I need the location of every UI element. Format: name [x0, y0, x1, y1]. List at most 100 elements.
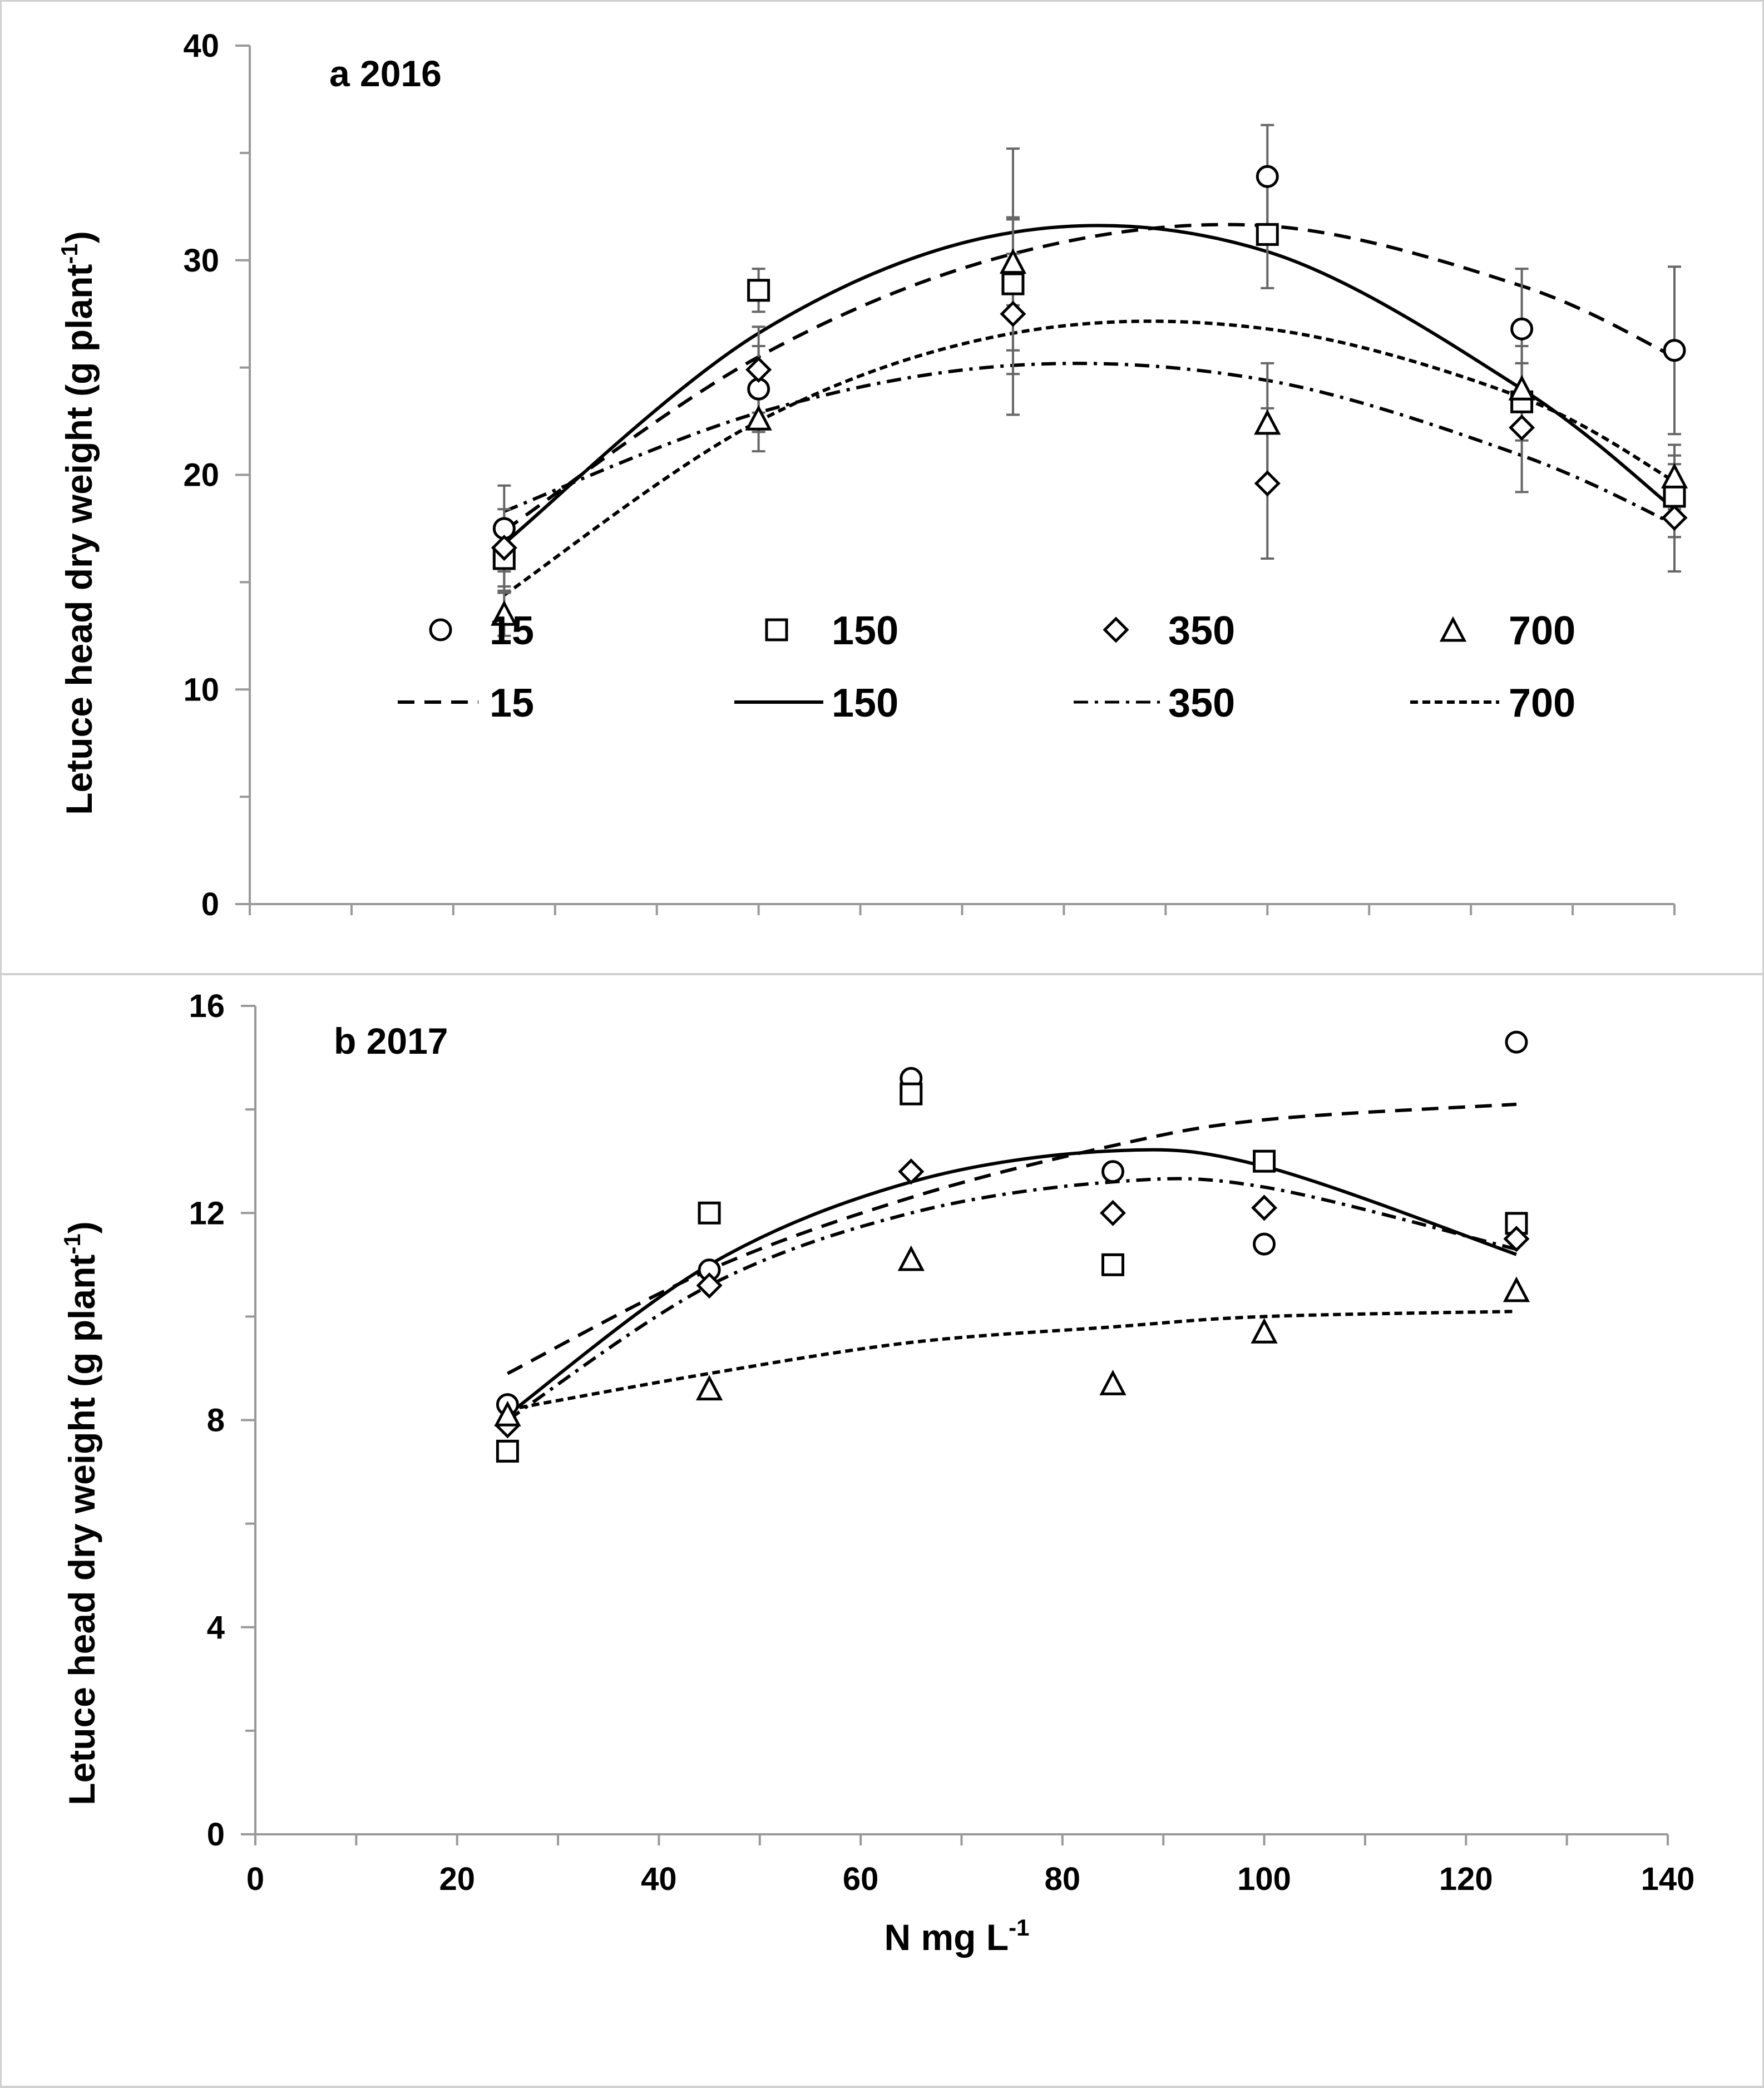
panel-a-y-axis-title-sup: -1: [56, 243, 82, 264]
panel-b-x-axis-title: N mg L-1: [884, 1914, 1029, 1958]
panel-b-y-tick-label: 8: [207, 1403, 225, 1439]
legend-marker-label-700: 700: [1509, 609, 1575, 653]
panel-a-axes: 0 10 20 30 40: [183, 28, 1676, 922]
panel-b-point-15: [1101, 1160, 1125, 1183]
panel-b-point-350: [696, 1272, 723, 1299]
panel-a-fit-line-350: [503, 362, 1676, 526]
legend-line-label-350: 350: [1168, 681, 1235, 725]
panel-b-y-axis-title-main: Letuce head dry weight (g plant: [61, 1255, 102, 1805]
panel-a-frame: [0, 0, 1764, 975]
panel-b-frame: [0, 973, 1764, 2088]
panel-a-point-150: [747, 279, 770, 302]
panel-b-x-axis-title-main: N mg L: [884, 1917, 1009, 1958]
panel-b-title: b 2017: [334, 1020, 448, 1062]
panel-b-x-tick-label: 20: [439, 1861, 475, 1897]
panel-a-point-350: [1509, 414, 1535, 441]
legend-line-label-15: 15: [490, 681, 534, 725]
legend-line-350: 350: [1074, 681, 1235, 725]
panel-a-point-350: [1000, 300, 1026, 327]
legend-marker-700: 700: [1439, 609, 1575, 653]
legend-marker-label-150: 150: [832, 609, 898, 653]
panel-a-point-15: [1663, 339, 1686, 362]
legend-diamond-marker: [1103, 616, 1129, 643]
legend-marker-150: 150: [765, 609, 898, 653]
panel-a-point-350: [1254, 470, 1281, 497]
panel-a-point-350: [745, 356, 772, 383]
legend-line-label-150: 150: [832, 681, 898, 725]
panel-a-plot-area: [491, 124, 1688, 637]
legend-line-150: 150: [734, 681, 898, 725]
panel-b-fit-line-150: [506, 1148, 1517, 1416]
legend-marker-label-15: 15: [490, 609, 534, 653]
panel-a-point-350: [1661, 505, 1688, 531]
panel-a-y-tick-label: 30: [183, 243, 219, 279]
panel-b-point-350: [1100, 1200, 1126, 1226]
panel-b-point-150: [1253, 1149, 1276, 1173]
panel-b-y-tick-label: 0: [207, 1816, 225, 1853]
panel-b-y-tick-label: 4: [207, 1610, 225, 1646]
panel-a-point-15: [1510, 317, 1534, 340]
panel-b-x-tick-label: 40: [641, 1861, 677, 1897]
panel-b-x-tick-label: 100: [1237, 1861, 1291, 1897]
panel-a-point-700: [491, 600, 518, 626]
panel-a-point-700: [1661, 462, 1688, 488]
panel-b-point-350: [1503, 1226, 1530, 1252]
panel-a-y-tick-label: 40: [183, 28, 219, 64]
panel-b-point-700: [695, 1375, 723, 1401]
legend-marker-label-350: 350: [1168, 609, 1235, 653]
panel-b-fit-line-700: [507, 1310, 1517, 1411]
panel-b-point-150: [698, 1201, 721, 1225]
legend-square-marker: [765, 618, 788, 641]
legend-line-label-700: 700: [1509, 681, 1575, 725]
panel-b-x-tick-label: 140: [1641, 1861, 1695, 1897]
panel-a-point-350: [491, 535, 517, 561]
panel-b-point-150: [1101, 1253, 1125, 1276]
panel-b-y-axis-title-end: ): [61, 1221, 102, 1233]
legend-marker-350: 350: [1103, 609, 1235, 653]
legend-line-15: 15: [398, 681, 534, 725]
panel-a-y-axis-title-end: ): [58, 231, 100, 243]
panel-b-point-15: [1253, 1232, 1276, 1256]
legend-triangle-marker: [1439, 616, 1467, 642]
panel-b-point-350: [1251, 1194, 1278, 1221]
panel-b-point-700: [1099, 1369, 1126, 1395]
panel-b-x-tick-label: 120: [1439, 1861, 1493, 1897]
panel-a-title: a 2016: [329, 53, 442, 94]
panel-a-y-axis-title: Letuce head dry weight (g plant-1): [56, 231, 100, 815]
panel-b-fit-line-350: [506, 1177, 1517, 1421]
panel-a-point-150: [1663, 485, 1686, 508]
panel-b-y-tick-label: 16: [189, 988, 225, 1024]
legend-line-700: 700: [1410, 681, 1575, 725]
panel-a-point-700: [745, 404, 772, 431]
panel-b-x-tick-label: 60: [843, 1861, 879, 1897]
panel-b-point-150: [900, 1082, 923, 1105]
panel-a-point-700: [1508, 374, 1535, 401]
panel-b-point-700: [1503, 1276, 1530, 1302]
panel-b-x-tick-label: 80: [1045, 1861, 1081, 1897]
panel-a-y-axis-title-main: Letuce head dry weight (g plant: [58, 264, 100, 815]
panel-a-y-tick-label: 10: [183, 672, 219, 708]
panel-a-point-150: [1001, 272, 1025, 295]
panel-b-point-700: [1251, 1317, 1278, 1344]
panel-a-y-tick-label: 20: [183, 457, 219, 493]
panel-b-fit-line-15: [507, 1102, 1517, 1375]
panel-a-fit-line-700: [503, 319, 1676, 596]
panel-b-x-tick-label: 0: [246, 1861, 264, 1897]
panel-b-y-axis-title: Letuce head dry weight (g plant-1): [59, 1221, 102, 1805]
panel-b-y-tick-label: 12: [189, 1195, 225, 1231]
panel-a-point-700: [1254, 409, 1281, 435]
panel-a-point-150: [1256, 223, 1279, 246]
panel-a-y-tick-label: 0: [201, 886, 219, 922]
panel-b-point-700: [897, 1245, 925, 1271]
panel-b-point-15: [1505, 1030, 1528, 1054]
panel-b-y-axis-title-sup: -1: [59, 1233, 85, 1254]
panel-b-x-axis-title-sup: -1: [1009, 1914, 1029, 1941]
panel-b-axes: 0 4 8 12 16 0 20 40 60 80 100 120 140: [189, 988, 1694, 1897]
panel-b-point-700: [494, 1400, 521, 1426]
panel-b-point-350: [898, 1158, 925, 1185]
panel-a-point-700: [999, 248, 1027, 274]
panel-a-point-15: [1256, 165, 1279, 188]
panel-b-point-150: [496, 1439, 519, 1463]
legend: 15 150 350 700 15 150 350 700: [398, 609, 1575, 725]
